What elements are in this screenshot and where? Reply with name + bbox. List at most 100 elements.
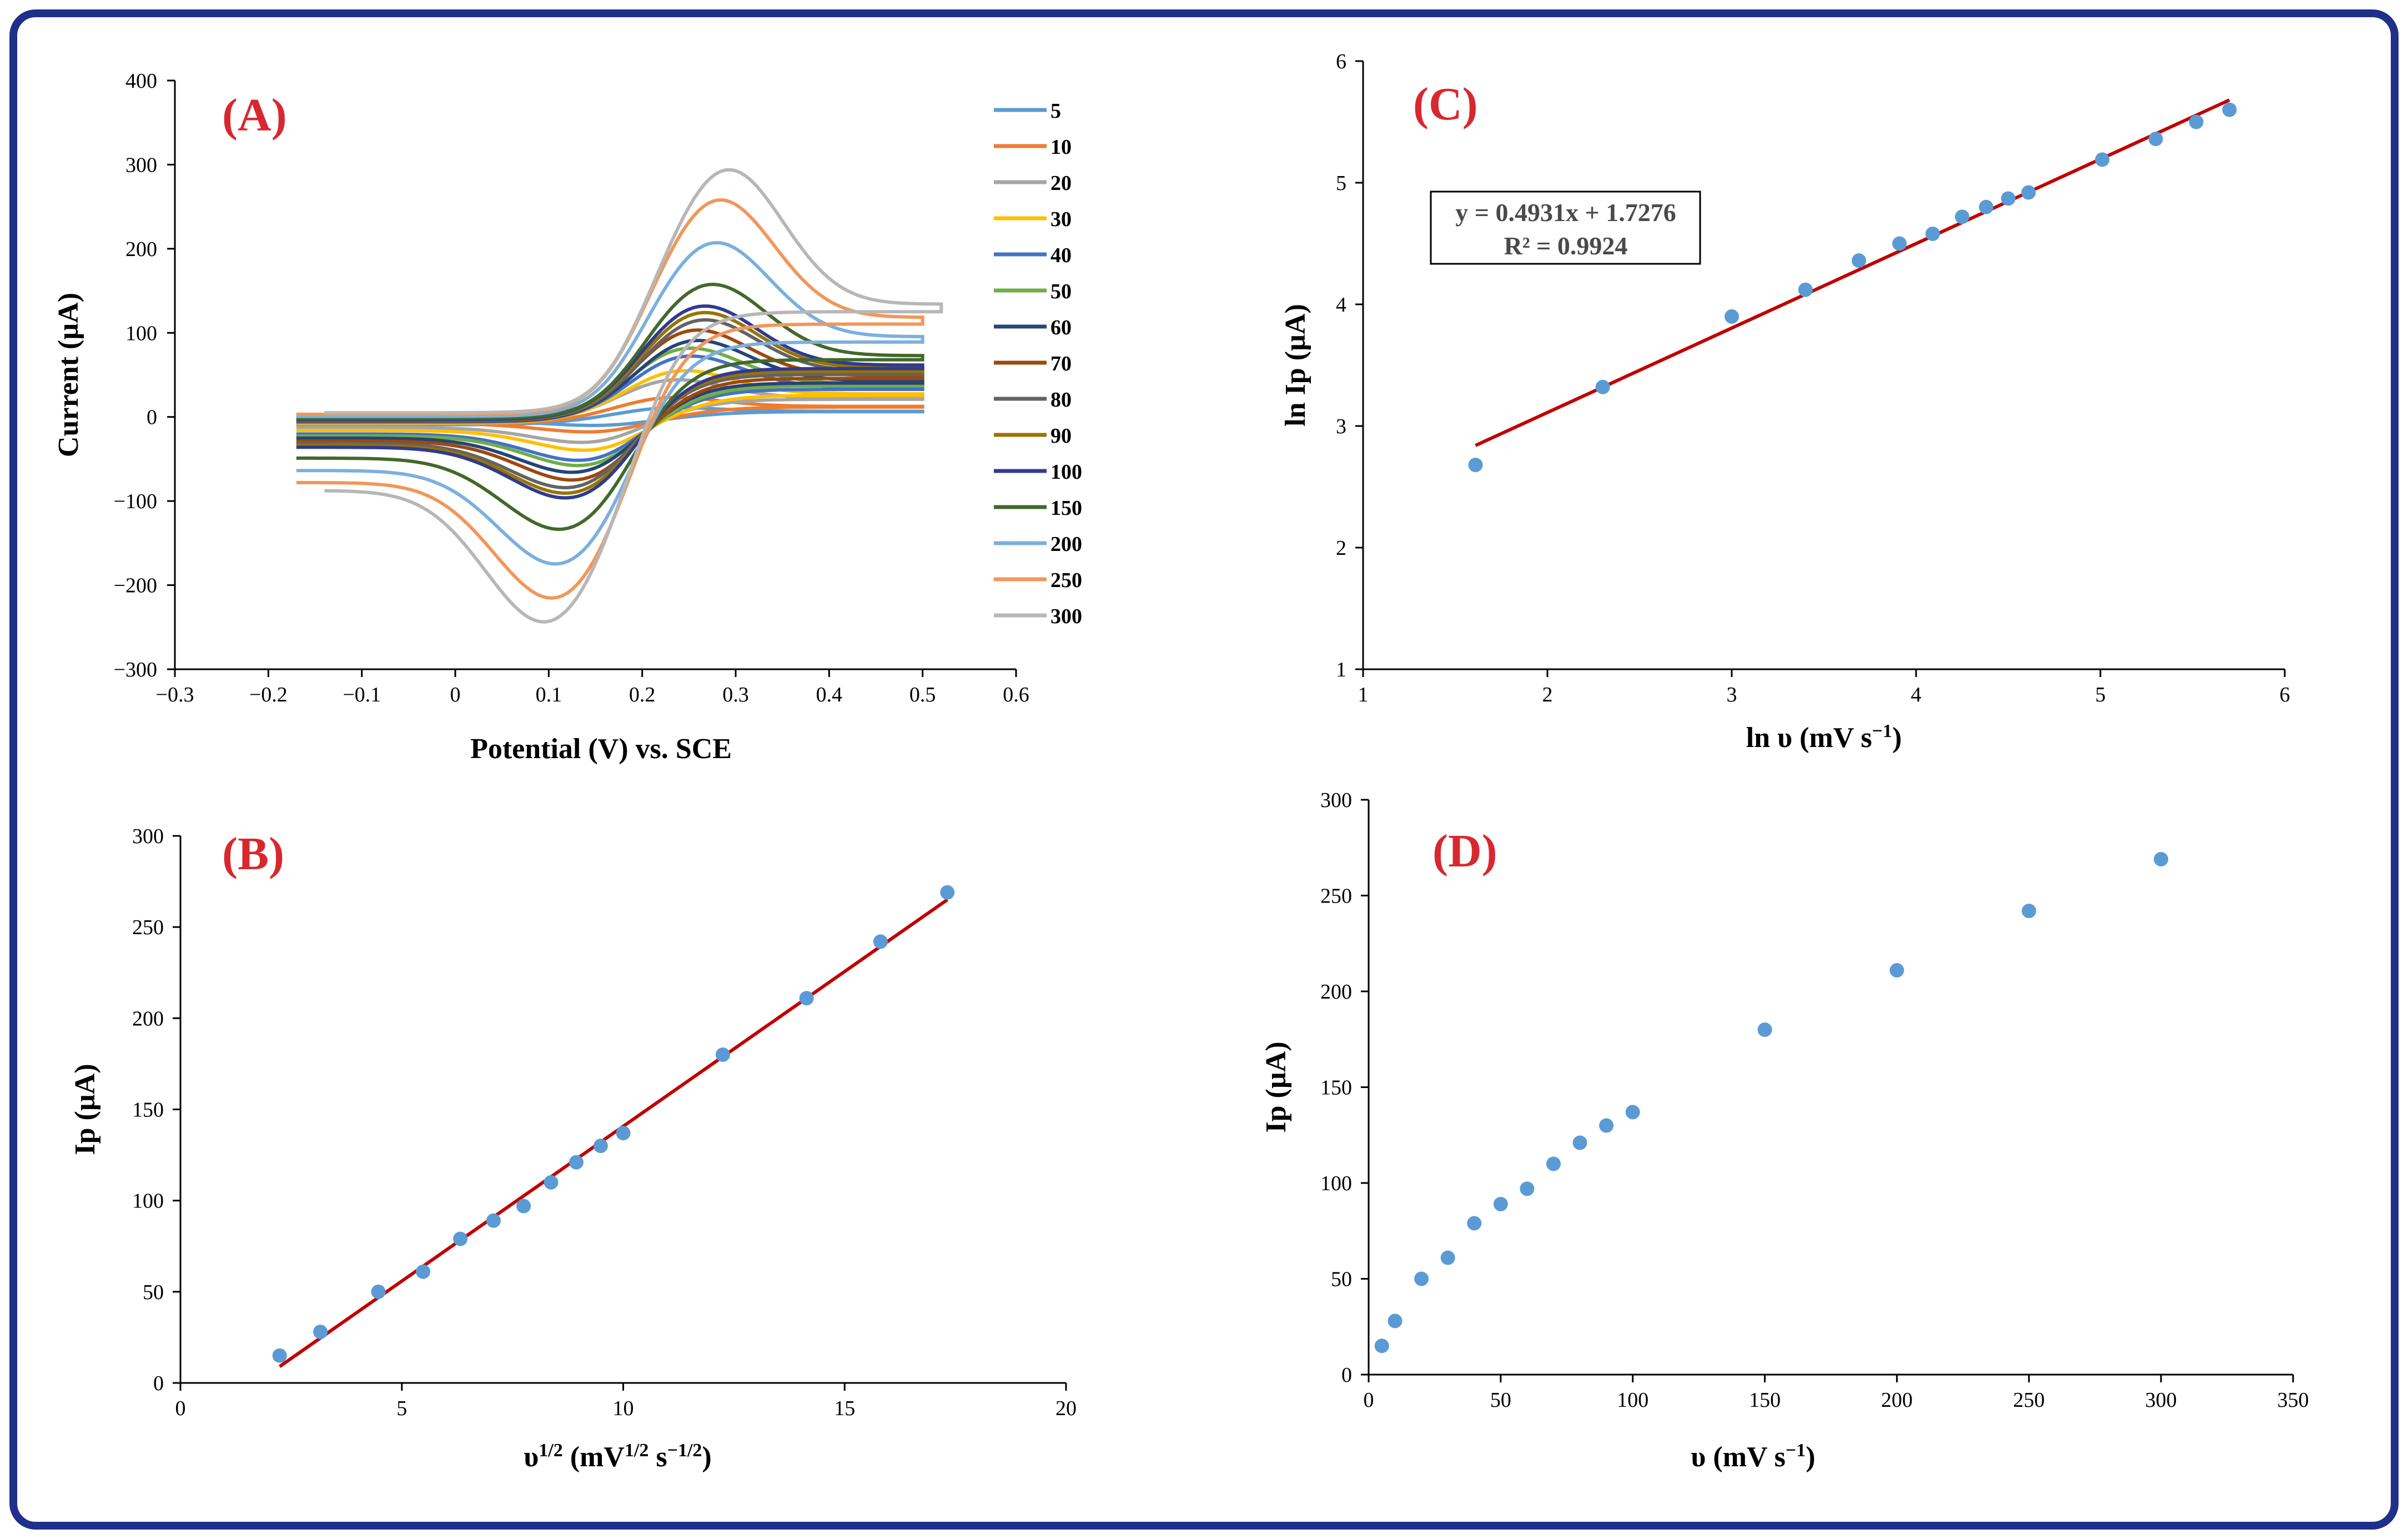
legend-label: 40 [1050,244,1072,267]
legend-label: 20 [1050,172,1072,195]
figure-frame [9,9,2399,1530]
y-tick-label: 5 [1336,172,1346,195]
legend-label: 5 [1050,99,1061,123]
x-tick-label: 200 [1881,1388,1913,1412]
x-tick-label: 20 [1055,1397,1077,1420]
x-tick-label: 300 [2145,1388,2177,1412]
x-tick-label: 4 [1911,683,1922,706]
y-axis-label: Ip (µA) [1260,1041,1292,1132]
data-point [1979,199,1994,214]
y-tick-label: 6 [1336,50,1346,73]
data-point [2022,904,2037,919]
y-tick-label: −200 [114,574,157,598]
data-point [1595,379,1610,394]
chart-panel-d: 0 50 100 150 200 250 300 350 0 50 100 150 200 250 300 I… [1260,789,2309,1473]
data-point [453,1231,468,1246]
panel-label: (B) [222,828,284,880]
legend-label: 60 [1050,316,1072,339]
data-point [715,1047,730,1062]
x-tick-label: −0.3 [156,683,194,706]
y-tick-label: 200 [125,238,157,261]
y-tick-label: 300 [1320,789,1352,812]
data-point [416,1264,431,1279]
data-point [1467,1216,1482,1231]
legend-label: 90 [1050,424,1072,448]
y-tick-label: 0 [147,406,157,429]
x-tick-label: 50 [1490,1388,1511,1412]
x-tick-label: 0.5 [909,683,936,706]
y-tick-label: −100 [114,490,157,513]
y-axis-label: Current (µA) [53,293,84,457]
legend-label: 30 [1050,208,1072,231]
data-point [2189,114,2204,129]
y-tick-label: 3 [1336,415,1346,438]
data-point [593,1139,608,1154]
chart-panel-c: 1 2 3 4 5 6 1 2 3 4 5 6 ln Ip (µA) ln υ (mV s−1) (C) y … [1280,50,2290,754]
trendline [278,898,948,1368]
y-tick-label: 2 [1336,537,1346,560]
x-tick-label: 0.2 [629,683,656,706]
panel-label: (D) [1432,825,1497,877]
data-point [2148,132,2163,147]
y-tick-label: 1 [1336,658,1346,681]
y-tick-label: 200 [1320,980,1352,1004]
data-point [1599,1118,1614,1133]
data-point [371,1284,386,1299]
x-tick-label: 0 [450,683,461,706]
x-axis-label: υ1/2 (mV1/2 s−1/2) [524,1440,712,1473]
data-point [1440,1250,1455,1265]
cv-curve-150 [296,282,924,532]
data-point [1493,1196,1508,1211]
data-point [272,1348,287,1363]
x-tick-label: 0.6 [1003,683,1029,706]
legend-label: 150 [1050,497,1082,520]
data-point [940,885,955,900]
data-point [1757,1022,1772,1037]
legend-label: 50 [1050,280,1072,303]
y-tick-label: 100 [125,322,157,345]
data-point [616,1126,631,1141]
x-tick-label: 0.3 [722,683,749,706]
data-point [873,934,888,949]
legend-label: 100 [1050,460,1082,484]
data-point [2021,185,2036,200]
x-axis-label: υ (mV s−1) [1691,1440,1815,1473]
y-tick-label: 200 [132,1007,164,1030]
data-point [1725,309,1739,324]
x-tick-label: 0.1 [536,683,562,706]
data-point [1374,1339,1389,1353]
data-point [799,991,814,1006]
y-axis-label: Ip (µA) [69,1064,101,1155]
x-tick-label: 15 [834,1397,855,1420]
data-point [1520,1181,1535,1196]
x-tick-label: −0.2 [249,683,288,706]
data-point [1546,1156,1561,1171]
x-tick-label: 0 [175,1397,186,1420]
data-point [2095,152,2110,167]
regression-equation: y = 0.4931x + 1.7276 [1455,198,1676,227]
x-tick-label: 2 [1542,683,1553,706]
x-tick-label: 6 [2280,683,2290,706]
data-point [1955,209,1969,224]
x-axis-label: Potential (V) vs. SCE [470,733,732,765]
r-squared: R² = 0.9924 [1504,232,1628,260]
data-point [486,1213,501,1228]
y-tick-label: 50 [1331,1268,1352,1291]
legend-label: 300 [1050,605,1082,628]
y-tick-label: 0 [1341,1363,1352,1387]
data-point [2222,102,2237,117]
y-tick-label: −300 [114,658,157,681]
x-tick-label: 100 [1617,1388,1648,1412]
y-tick-label: 300 [125,153,157,177]
legend-label: 250 [1050,569,1082,592]
cv-curve-300 [324,168,943,624]
data-point [1468,458,1483,473]
data-point [516,1199,531,1214]
y-tick-label: 400 [125,69,157,93]
y-tick-label: 150 [132,1099,164,1122]
y-tick-label: 300 [132,825,164,848]
data-point [2154,851,2169,866]
x-tick-label: 3 [1727,683,1737,706]
